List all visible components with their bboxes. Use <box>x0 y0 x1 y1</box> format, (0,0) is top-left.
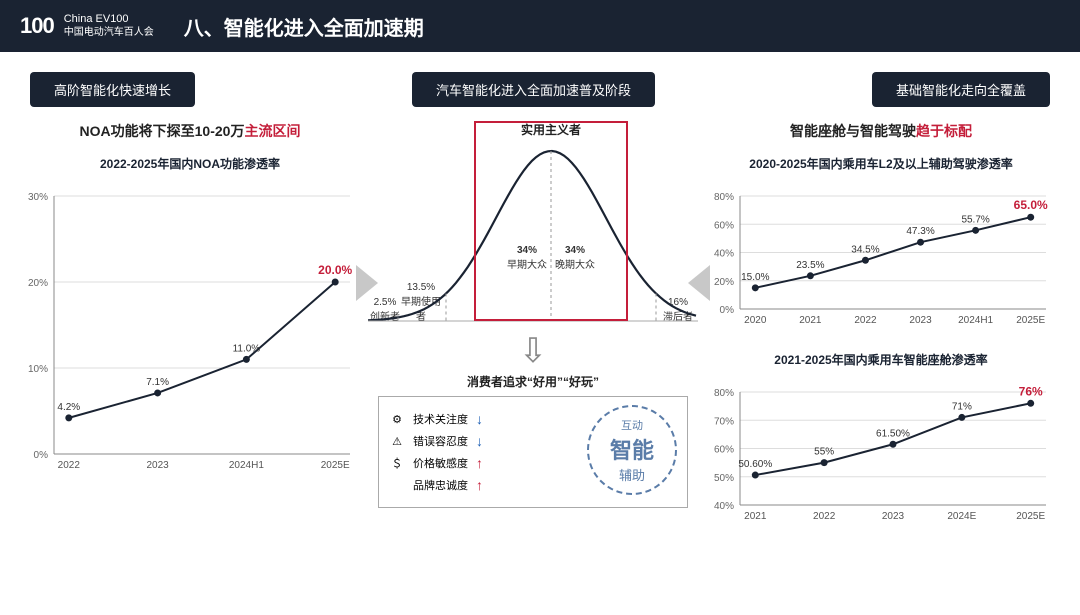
logo: 100 China EV100 中国电动汽车百人会 <box>20 13 154 39</box>
section-pills: 高阶智能化快速增长 汽车智能化进入全面加速普及阶段 基础智能化走向全覆盖 <box>0 52 1080 115</box>
svg-text:2023: 2023 <box>146 460 169 471</box>
svg-text:65.0%: 65.0% <box>1014 198 1048 212</box>
pill-right: 基础智能化走向全覆盖 <box>872 72 1050 107</box>
word-cloud: 互动 智能 辅助 <box>587 405 677 495</box>
svg-text:70%: 70% <box>714 416 734 427</box>
svg-text:76%: 76% <box>1019 384 1043 398</box>
svg-text:2024H1: 2024H1 <box>958 315 993 326</box>
svg-text:23.5%: 23.5% <box>796 260 824 271</box>
svg-text:2021: 2021 <box>799 315 822 326</box>
svg-text:15.0%: 15.0% <box>741 272 769 283</box>
consumer-item: ⚙ 技术关注度 ↓ <box>389 411 579 427</box>
left-chart-title: 2022-2025年国内NOA功能渗透率 <box>20 155 360 172</box>
svg-text:7.1%: 7.1% <box>146 377 169 388</box>
trend-arrow-icon: ↓ <box>476 411 483 427</box>
page-title: 八、智能化进入全面加速期 <box>184 12 424 41</box>
logo-number: 100 <box>20 13 54 39</box>
bell-late-majority-lbl: 晚期大众 <box>545 256 605 271</box>
svg-text:0%: 0% <box>720 305 735 316</box>
svg-text:60%: 60% <box>714 220 734 231</box>
svg-text:2022: 2022 <box>854 315 877 326</box>
svg-text:40%: 40% <box>714 501 734 512</box>
right-column: 智能座舱与智能驾驶趋于标配 2020-2025年国内乘用车L2及以上辅助驾驶渗透… <box>706 115 1056 605</box>
pill-mid: 汽车智能化进入全面加速普及阶段 <box>412 72 655 107</box>
svg-text:11.0%: 11.0% <box>233 343 261 354</box>
consumer-item-icon: ⚙ <box>389 413 405 426</box>
svg-text:80%: 80% <box>714 388 734 399</box>
svg-text:0%: 0% <box>34 450 49 461</box>
trend-arrow-icon: ↑ <box>476 477 483 493</box>
svg-text:2023: 2023 <box>882 511 905 522</box>
bell-late-majority-pct: 34% <box>545 245 605 256</box>
logo-en: China EV100 <box>64 13 154 26</box>
consumer-list: ⚙ 技术关注度 ↓ ⚠ 错误容忍度 ↓ ＄ 价格敏感度 ↑ 品牌忠诚度 ↑ <box>389 405 579 499</box>
consumer-box: 消费者追求“好用”“好玩” ⚙技术关注度↓⚠错误容忍度↓＄价格敏感度↑品牌忠诚度… <box>368 373 698 508</box>
svg-text:2022: 2022 <box>813 511 836 522</box>
svg-text:30%: 30% <box>28 192 48 203</box>
svg-text:2022: 2022 <box>58 460 81 471</box>
svg-text:50.60%: 50.60% <box>738 459 772 470</box>
svg-text:55%: 55% <box>814 447 834 458</box>
svg-text:80%: 80% <box>714 192 734 203</box>
svg-text:2025E: 2025E <box>321 460 350 471</box>
svg-text:2024H1: 2024H1 <box>229 460 264 471</box>
svg-text:55.7%: 55.7% <box>961 214 989 225</box>
l2-penetration-chart: 0% 20% 40% 60% 80% 15.0% 2020 23.5% 2021 34.5% 202… <box>706 178 1056 333</box>
svg-text:2025E: 2025E <box>1016 315 1045 326</box>
svg-text:34.5%: 34.5% <box>851 244 879 255</box>
svg-text:50%: 50% <box>714 473 734 484</box>
down-arrow-icon: ⇩ <box>368 331 698 371</box>
consumer-item-label: 错误容忍度 <box>413 433 468 449</box>
svg-text:60%: 60% <box>714 445 734 456</box>
left-subhead: NOA功能将下探至10-20万主流区间 <box>20 121 360 141</box>
bell-title: 实用主义者 <box>476 121 626 138</box>
svg-text:2024E: 2024E <box>947 511 976 522</box>
svg-text:47.3%: 47.3% <box>906 226 934 237</box>
left-column: NOA功能将下探至10-20万主流区间 2022-2025年国内NOA功能渗透率… <box>20 115 360 605</box>
svg-text:2025E: 2025E <box>1016 511 1045 522</box>
consumer-item-icon: ⚠ <box>389 435 405 448</box>
consumer-item: 品牌忠诚度 ↑ <box>389 477 579 493</box>
right-chart1-title: 2020-2025年国内乘用车L2及以上辅助驾驶渗透率 <box>706 155 1056 172</box>
consumer-title: 消费者追求“好用”“好玩” <box>368 373 698 390</box>
svg-text:10%: 10% <box>28 364 48 375</box>
consumer-item-label: 品牌忠诚度 <box>413 477 468 493</box>
consumer-item: ⚠ 错误容忍度 ↓ <box>389 433 579 449</box>
cockpit-penetration-chart: 40% 50% 60% 70% 80% 50.60% 2021 55% 2022 61.50% 20… <box>706 374 1056 529</box>
svg-text:2020: 2020 <box>744 315 767 326</box>
pill-left: 高阶智能化快速增长 <box>30 72 195 107</box>
svg-text:71%: 71% <box>952 401 972 412</box>
noa-penetration-chart: 0% 10% 20% 30% 4.2% 2022 7.1% 2023 11.0% 2024H1 20… <box>20 178 360 478</box>
logo-cn: 中国电动汽车百人会 <box>64 27 154 39</box>
svg-text:2023: 2023 <box>909 315 932 326</box>
consumer-item: ＄ 价格敏感度 ↑ <box>389 455 579 471</box>
svg-text:2021: 2021 <box>744 511 767 522</box>
svg-text:4.2%: 4.2% <box>57 402 80 413</box>
svg-text:40%: 40% <box>714 249 734 260</box>
bell-highlight-box: 实用主义者 34% 早期大众 34% 晚期大众 <box>474 121 628 321</box>
mid-column: 2.5% 创新者 13.5% 早期使用者 16% 滞后者 实用主义者 34% 早… <box>368 115 698 605</box>
svg-text:61.50%: 61.50% <box>876 428 910 439</box>
trend-arrow-icon: ↑ <box>476 455 483 471</box>
svg-text:20%: 20% <box>28 278 48 289</box>
right-chart2-title: 2021-2025年国内乘用车智能座舱渗透率 <box>706 351 1056 368</box>
consumer-item-label: 技术关注度 <box>413 411 468 427</box>
consumer-item-label: 价格敏感度 <box>413 455 468 471</box>
trend-arrow-icon: ↓ <box>476 433 483 449</box>
consumer-item-icon: ＄ <box>389 455 405 471</box>
svg-text:20%: 20% <box>714 277 734 288</box>
header: 100 China EV100 中国电动汽车百人会 八、智能化进入全面加速期 <box>0 0 1080 52</box>
svg-text:20.0%: 20.0% <box>318 263 352 277</box>
right-subhead: 智能座舱与智能驾驶趋于标配 <box>706 121 1056 141</box>
